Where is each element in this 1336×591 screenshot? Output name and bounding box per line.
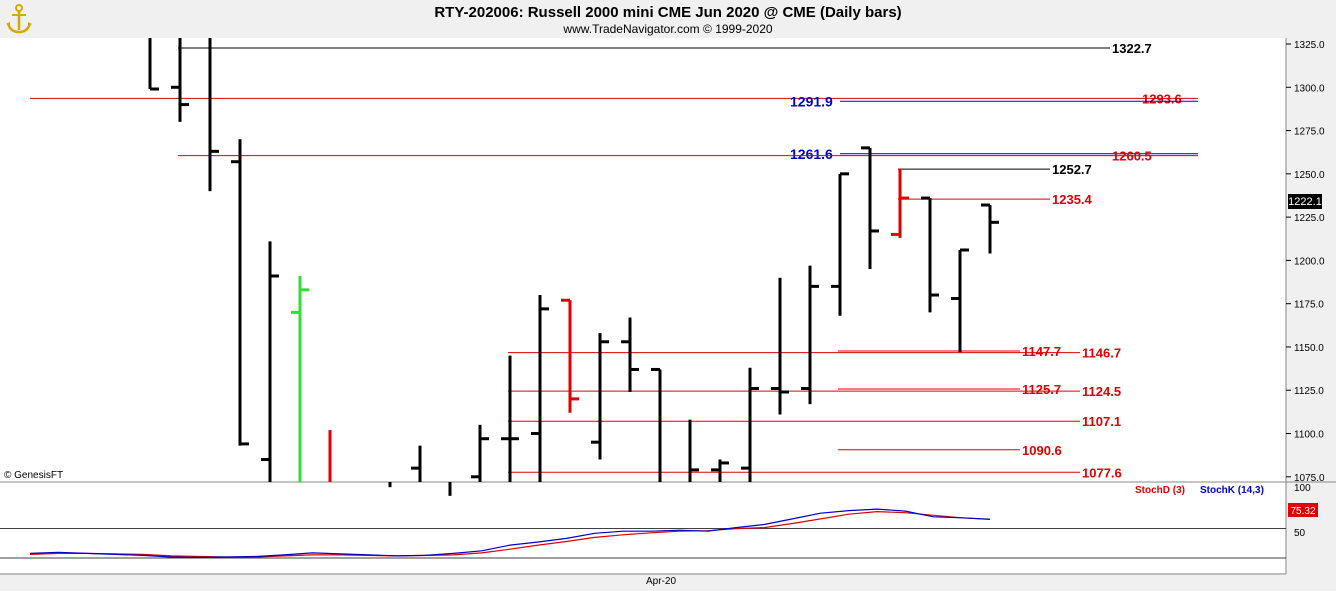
price-tick-label: 1250.0 (1294, 170, 1325, 181)
price-level-label: 1124.5 (1082, 384, 1121, 399)
price-tick-label: 1225.0 (1294, 213, 1325, 224)
last-price-label: 1222.1 (1288, 196, 1322, 208)
ohlc-bar (231, 139, 249, 446)
ohlc-bar (471, 424, 489, 482)
ohlc-bar (951, 248, 969, 353)
ohlc-bar (291, 275, 309, 482)
stochastic-grid (0, 528, 1286, 559)
price-level-label: 1125.7 (1022, 382, 1061, 397)
ohlc-bar (741, 367, 759, 482)
price-level-label: 1260.5 (1112, 149, 1152, 164)
ohlc-bar (208, 38, 219, 192)
stochastic-lines (29, 508, 991, 559)
ohlc-bar (891, 168, 909, 238)
price-tick-label: 1275.0 (1294, 127, 1325, 138)
price-tick-label: 1175.0 (1294, 300, 1324, 311)
ohlc-bar (801, 265, 819, 405)
chart-subtitle: www.TradeNavigator.com © 1999-2020 (563, 22, 773, 36)
ohlc-bar (531, 295, 549, 482)
stochastic-axis: 100 50 (1294, 483, 1311, 539)
price-levels: 1322.7 1293.6 1291.9 1261.6 1260.5 1252.7 1235… (30, 41, 1198, 480)
price-level-label: 1077.6 (1082, 465, 1122, 480)
ohlc-bar (921, 196, 939, 313)
ohlc-bar (861, 146, 879, 270)
ohlc-bar (171, 38, 189, 122)
ohlc-bar (711, 459, 729, 482)
price-level-label: 1146.7 (1082, 346, 1121, 361)
stochk-line (29, 508, 991, 559)
price-tick-label: 1300.0 (1294, 83, 1325, 94)
stochastic-last-label: 75.32 (1290, 506, 1315, 517)
stochastic-last-marker: 75.32 (1288, 503, 1318, 517)
ohlc-bar (261, 241, 279, 482)
ohlc-bar (411, 445, 422, 482)
ohlc-bar (981, 203, 999, 254)
stochastic-tick-label: 50 (1294, 528, 1306, 539)
price-level-label: 1090.6 (1022, 443, 1062, 458)
chart-header: RTY-202006: Russell 2000 mini CME Jun 20… (0, 0, 1336, 38)
price-level-label: 1252.7 (1052, 162, 1092, 177)
stochastic-tick-label: 100 (1294, 483, 1311, 494)
ohlc-bar (688, 419, 699, 482)
price-level-label: 1261.6 (790, 146, 833, 162)
x-tick-label: Apr-20 (646, 576, 676, 587)
stochastic-panel-background (0, 482, 1286, 573)
price-tick-label: 1150.0 (1294, 343, 1324, 354)
ohlc-bar (831, 172, 849, 316)
price-panel-background (0, 38, 1286, 482)
price-level-label: 1107.1 (1082, 414, 1121, 429)
watermark: © GenesisFT (4, 470, 63, 481)
price-tick-label: 1325.0 (1294, 40, 1325, 51)
last-price-marker: 1222.1 (1288, 194, 1322, 209)
ohlc-bar (621, 317, 639, 392)
ohlc-bar (651, 367, 662, 482)
price-axis: 1325.0 1300.0 1275.0 1250.0 1225.0 1200.0 1175… (1286, 40, 1325, 484)
stochd-line (29, 510, 991, 558)
ohlc-bar (771, 277, 789, 415)
ohlc-bar (561, 298, 579, 413)
ohlc-bar (591, 333, 609, 460)
price-level-label: 1235.4 (1052, 192, 1093, 207)
price-tick-label: 1100.0 (1294, 430, 1324, 441)
chart-title: RTY-202006: Russell 2000 mini CME Jun 20… (434, 4, 902, 21)
price-tick-label: 1200.0 (1294, 256, 1325, 267)
price-level-label: 1147.7 (1022, 344, 1061, 359)
ohlc-bar (148, 38, 159, 91)
ohlc-bar (501, 355, 519, 482)
legend-stochk: StochK (14,3) (1200, 485, 1264, 496)
price-level-label: 1322.7 (1112, 41, 1152, 56)
price-level-label: 1291.9 (790, 93, 833, 109)
price-tick-label: 1125.0 (1294, 386, 1324, 397)
ohlc-bars (148, 38, 999, 496)
price-tick-label: 1075.0 (1294, 473, 1325, 484)
legend-stochd: StochD (3) (1135, 485, 1185, 496)
price-level-label: 1293.6 (1142, 91, 1182, 106)
anchor-logo-icon (4, 3, 34, 35)
